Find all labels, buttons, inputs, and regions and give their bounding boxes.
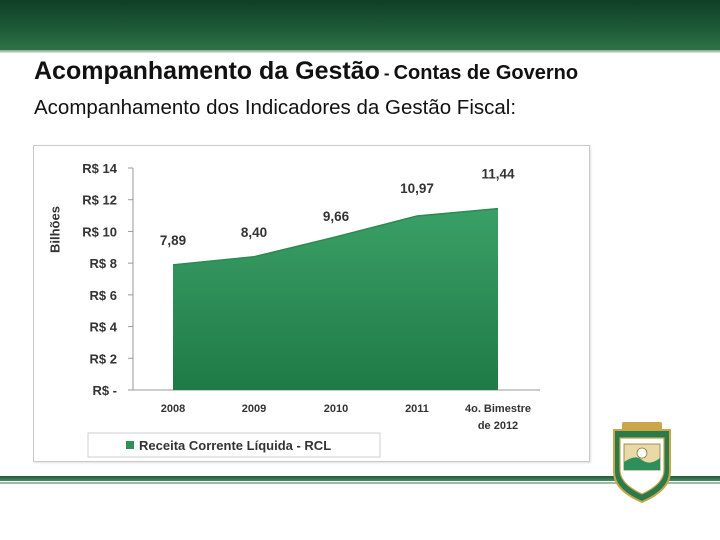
series-area-rcl bbox=[173, 208, 498, 390]
x-tick-label: 2008 bbox=[161, 403, 185, 415]
data-label: 10,97 bbox=[400, 181, 434, 196]
y-tick-label: R$ 8 bbox=[90, 256, 117, 271]
page-subtitle: Acompanhamento dos Indicadores da Gestão… bbox=[34, 96, 517, 119]
footer-bar-line bbox=[0, 482, 720, 484]
state-coat-of-arms-icon bbox=[613, 422, 671, 504]
y-tick-label: R$ 10 bbox=[82, 224, 117, 239]
legend-box bbox=[87, 432, 381, 458]
y-tick-label: R$ 4 bbox=[90, 320, 118, 335]
title-separator: - bbox=[383, 64, 390, 83]
x-tick-label: 2011 bbox=[405, 403, 429, 415]
page-title: Acompanhamento da Gestão - Contas de Gover… bbox=[34, 57, 578, 86]
legend-label: Receita Corrente Líquida - RCL bbox=[139, 438, 331, 453]
y-tick-label: R$ 14 bbox=[82, 161, 117, 176]
data-label: 7,89 bbox=[160, 233, 186, 248]
banner-divider bbox=[0, 50, 720, 53]
title-main: Acompanhamento da Gestão bbox=[34, 57, 380, 85]
series-line-rcl bbox=[172, 207, 499, 266]
y-tick-label: R$ 6 bbox=[90, 288, 117, 303]
x-tick-label: 4o. Bimestre bbox=[465, 403, 531, 415]
title-suffix: Contas de Governo bbox=[393, 62, 579, 84]
legend-swatch bbox=[126, 441, 134, 449]
y-axis-title: Bilhões bbox=[47, 206, 63, 253]
footer-bar bbox=[0, 476, 720, 481]
x-tick-label: 2009 bbox=[242, 403, 266, 415]
y-tick-label: R$ 2 bbox=[90, 351, 117, 366]
top-banner bbox=[0, 0, 720, 52]
y-tick-label: R$ - bbox=[92, 383, 117, 398]
data-label: 9,66 bbox=[323, 209, 350, 224]
data-label: 11,44 bbox=[481, 167, 515, 182]
x-tick-label: 2010 bbox=[324, 403, 348, 415]
x-tick-label: de 2012 bbox=[478, 420, 518, 432]
data-label: 8,40 bbox=[241, 225, 267, 240]
y-tick-label: R$ 12 bbox=[82, 193, 117, 208]
